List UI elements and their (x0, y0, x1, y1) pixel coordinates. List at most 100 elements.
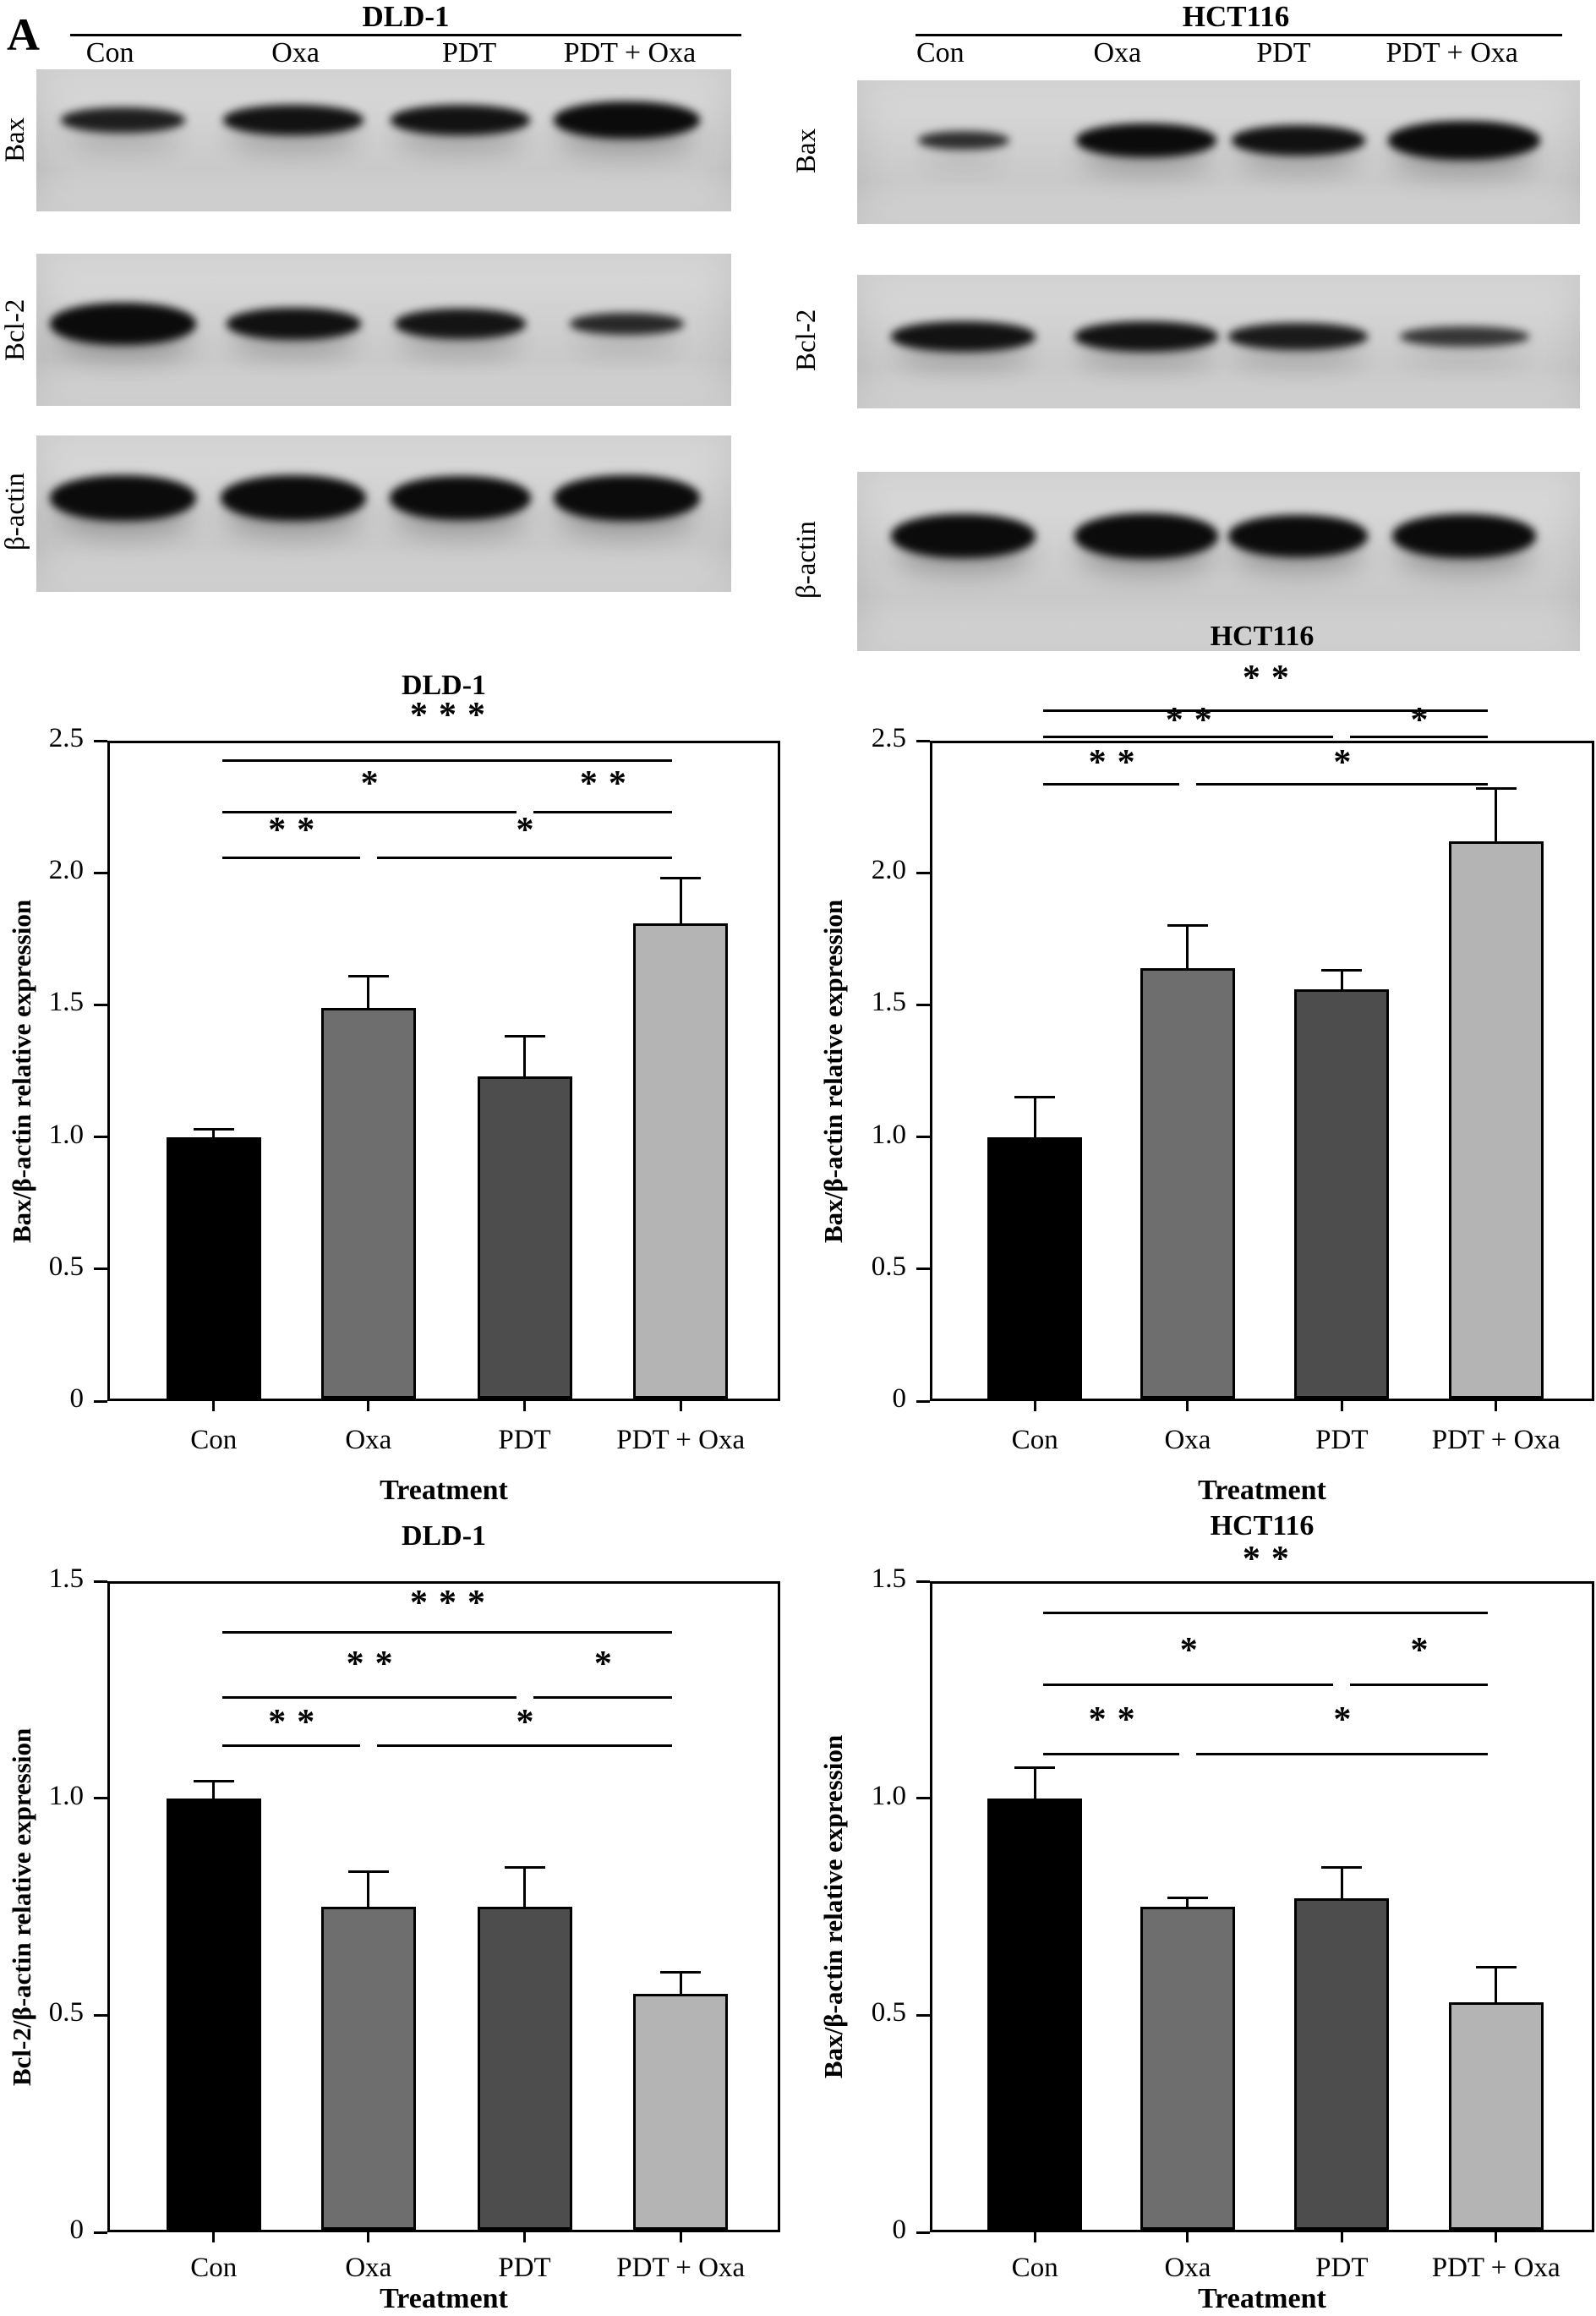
blot-band (1227, 322, 1369, 350)
significance-stars: *** (409, 696, 496, 735)
significance-line (1350, 735, 1488, 738)
blot-band (1391, 514, 1537, 559)
blot-lane-label: Oxa (271, 37, 320, 68)
significance-line (1043, 1752, 1179, 1755)
significance-line (1350, 1683, 1488, 1686)
y-tick-mark (916, 2231, 930, 2234)
error-bar-stem (367, 1871, 370, 1915)
y-tick-mark (916, 739, 930, 742)
y-tick-mark (94, 2231, 107, 2234)
significance-stars: *** (409, 1583, 496, 1623)
bar-oxa (320, 1007, 416, 1399)
bar-pdt-oxa (1448, 2001, 1544, 2230)
bar-oxa (320, 1907, 416, 2230)
error-bar-stem (367, 976, 370, 1016)
x-tick-mark (1186, 1401, 1189, 1411)
chart-title: HCT116 (1210, 621, 1315, 652)
blot-band (226, 307, 361, 340)
y-tick-label: 0.5 (871, 1251, 906, 1282)
significance-stars: ** (1088, 1700, 1146, 1740)
blot-strip-bcl2 (857, 275, 1580, 408)
blot-row-label: Bcl-2 (791, 309, 822, 371)
error-bar-cap (193, 1779, 234, 1782)
significance-line (533, 810, 673, 813)
x-category-label: PDT + Oxa (1431, 2253, 1560, 2283)
x-tick-mark (523, 1401, 527, 1411)
blot-row-label: β-actin (0, 473, 30, 550)
error-bar-stem (1340, 970, 1343, 998)
y-tick-mark (916, 1003, 930, 1006)
x-category-label: PDT + Oxa (616, 1425, 746, 1455)
significance-line (1043, 1611, 1488, 1614)
bar-pdt-oxa (1448, 840, 1544, 1399)
y-tick-mark (94, 1136, 107, 1139)
blot-row-label: Bax (0, 117, 30, 162)
y-tick-label: 0 (69, 1383, 85, 1414)
error-bar-cap (1014, 1766, 1056, 1770)
bar-con (987, 1798, 1083, 2230)
blot-band (1074, 320, 1219, 352)
x-tick-mark (679, 2232, 682, 2242)
x-category-label: PDT (1315, 2253, 1369, 2283)
y-tick-label: 1.5 (871, 1563, 906, 1594)
panel-letter: A (7, 9, 40, 60)
blot-band (1231, 125, 1365, 156)
blot-band (61, 107, 186, 134)
blot-lane-label: Oxa (1093, 37, 1142, 68)
x-tick-mark (1340, 2232, 1343, 2242)
x-category-label: Oxa (345, 2253, 392, 2283)
error-bar-cap (1475, 1966, 1517, 1969)
bar-pdt (1294, 988, 1390, 1399)
y-tick-mark (916, 2013, 930, 2017)
y-tick-label: 1.0 (48, 1119, 84, 1150)
y-axis-label: Bax/β-actin relative expression (818, 899, 848, 1243)
blot-band (891, 320, 1036, 352)
bar-pdt (1294, 1897, 1390, 2230)
error-bar-cap (660, 876, 702, 879)
y-tick-label: 1.0 (871, 1119, 906, 1150)
significance-line (221, 1631, 673, 1634)
significance-line (1043, 709, 1488, 712)
bar-oxa (1140, 1907, 1235, 2230)
significance-line (221, 1696, 517, 1700)
x-axis-title: Treatment (380, 1475, 508, 1506)
y-tick-mark (916, 1797, 930, 1800)
y-tick-label: 1.0 (48, 1780, 84, 1811)
error-bar-stem (212, 1781, 216, 1807)
y-axis-label: Bcl-2/β-actin relative expression (7, 1727, 36, 2086)
blot-band (50, 475, 197, 521)
chart-title: DLD-1 (401, 1520, 487, 1552)
significance-line (221, 758, 673, 762)
error-bar-stem (1186, 1897, 1189, 1915)
y-axis-label: Bax/β-actin relative expression (818, 1734, 848, 2079)
error-bar-cap (1167, 924, 1208, 928)
significance-stars: ** (346, 1644, 404, 1684)
y-tick-mark (94, 1797, 107, 1800)
y-tick-mark (94, 739, 107, 742)
x-category-label: Con (190, 1425, 238, 1455)
error-bar-cap (1014, 1096, 1056, 1099)
error-bar-cap (1321, 1866, 1363, 1870)
y-tick-mark (94, 1399, 107, 1403)
blot-strip-actin (36, 435, 731, 592)
blot-lane-label: PDT (441, 37, 497, 68)
x-category-label: PDT (498, 1425, 551, 1455)
blot-band (389, 476, 532, 520)
blot-lane-label: Con (85, 37, 134, 68)
y-tick-label: 0.5 (871, 1997, 906, 2029)
bar-pdt (477, 1076, 572, 1399)
x-tick-mark (212, 1401, 216, 1411)
y-tick-label: 0 (892, 2215, 907, 2245)
y-tick-label: 1.5 (48, 987, 84, 1018)
significance-line (221, 810, 517, 813)
blot-band (394, 308, 527, 339)
x-category-label: Oxa (345, 1425, 392, 1455)
y-tick-label: 0.5 (48, 1997, 84, 2029)
error-bar-cap (193, 1127, 234, 1131)
x-tick-mark (367, 2232, 370, 2242)
blot-lane-label: PDT + Oxa (1386, 37, 1518, 68)
x-tick-mark (679, 1401, 682, 1411)
y-tick-mark (916, 1399, 930, 1403)
y-tick-label: 2.0 (48, 855, 84, 886)
x-category-label: Oxa (1164, 1425, 1211, 1455)
